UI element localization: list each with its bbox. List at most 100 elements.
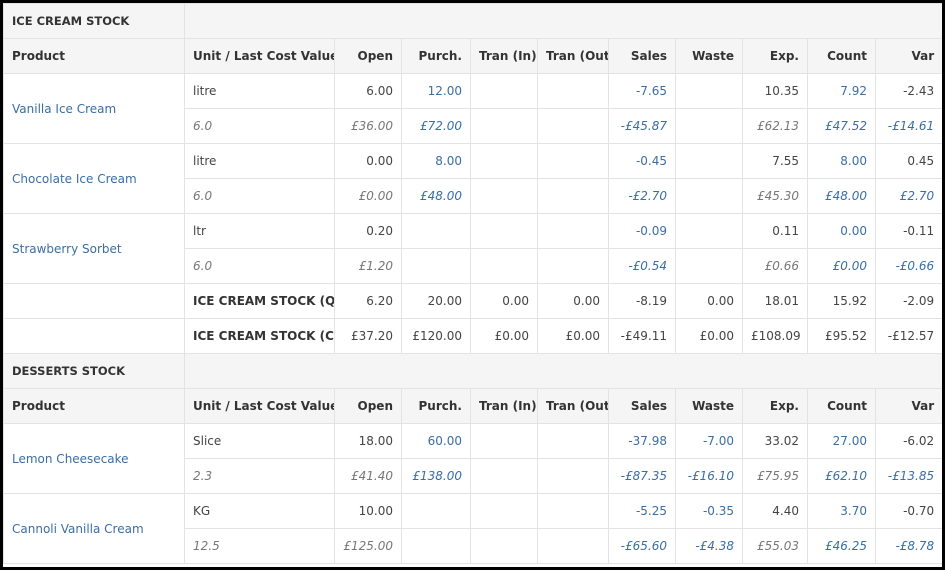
quantity-row: Vanilla Ice Cream litre 6.00 12.00 -7.65 10.3…	[3, 73, 942, 144]
quantity-row: Chocolate Ice Cream litre 0.00 8.00 -0.45 7.5…	[3, 143, 942, 214]
unit: litre	[184, 73, 335, 109]
quantity-value	[675, 143, 743, 179]
total-value: £120.00	[401, 318, 471, 354]
cost-value: -£65.60	[608, 528, 676, 564]
quantity-value	[675, 73, 743, 109]
column-header: Var	[874, 388, 942, 424]
section-row: DESSERTS STOCK	[3, 353, 942, 389]
table-body: ICE CREAM STOCK Product Unit / Last Cost V…	[3, 3, 942, 564]
quantity-value	[537, 213, 609, 249]
cost-value: £0.00	[334, 178, 402, 214]
cost-value	[470, 178, 538, 214]
quantity-value: -0.70	[874, 493, 942, 529]
column-header: Exp.	[742, 38, 808, 74]
total-value: 0.00	[470, 283, 538, 319]
column-header: Count	[807, 388, 876, 424]
column-header: Waste	[675, 388, 743, 424]
quantity-value: -6.02	[874, 423, 942, 459]
cost-value: -£87.35	[608, 458, 676, 494]
total-value: £0.00	[537, 318, 609, 354]
total-value: £0.00	[470, 318, 538, 354]
total-value: 6.20	[334, 283, 402, 319]
column-header: Unit / Last Cost Values	[184, 38, 335, 74]
column-header: Sales	[608, 38, 676, 74]
stock-table: ICE CREAM STOCK Product Unit / Last Cost V…	[3, 3, 942, 564]
cost-value: -£45.87	[608, 108, 676, 144]
column-header: Sales	[608, 388, 676, 424]
total-label: ICE CREAM STOCK (Qty)	[184, 283, 335, 319]
product-name: Vanilla Ice Cream	[3, 73, 185, 144]
cost-value: £2.70	[874, 178, 942, 214]
quantity-value	[470, 213, 538, 249]
cost-value: £1.20	[334, 248, 402, 284]
quantity-value	[470, 143, 538, 179]
total-row: ICE CREAM STOCK (Qty)6.2020.000.000.00-8…	[3, 283, 942, 319]
total-value: 0.00	[675, 283, 743, 319]
cost-value	[470, 528, 538, 564]
total-value: 20.00	[401, 283, 471, 319]
section-filler	[183, 353, 942, 389]
quantity-value: -37.98	[608, 423, 676, 459]
last-cost: 2.3	[184, 458, 335, 494]
quantity-value	[401, 493, 471, 529]
cost-value: -£4.38	[675, 528, 743, 564]
quantity-value: 33.02	[742, 423, 808, 459]
last-cost: 12.5	[184, 528, 335, 564]
cost-value: £75.95	[742, 458, 808, 494]
quantity-value: -0.35	[675, 493, 743, 529]
total-value: £0.00	[675, 318, 743, 354]
quantity-value: -0.09	[608, 213, 676, 249]
total-value: 0.00	[537, 283, 609, 319]
quantity-value: 0.00	[334, 143, 402, 179]
cost-row: 2.3 £41.40 £138.00 -£87.35 -£16.10 £75.95 £62.…	[4, 458, 942, 494]
quantity-value: 8.00	[807, 143, 876, 179]
last-cost: 6.0	[184, 248, 335, 284]
quantity-value: 4.40	[742, 493, 808, 529]
cost-value: -£0.54	[608, 248, 676, 284]
quantity-value: 60.00	[401, 423, 471, 459]
quantity-value: 6.00	[334, 73, 402, 109]
quantity-value: -0.45	[608, 143, 676, 179]
total-value: -2.09	[874, 283, 942, 319]
unit: Slice	[184, 423, 335, 459]
column-header: Unit / Last Cost Values	[184, 388, 335, 424]
cost-value	[537, 458, 609, 494]
product-name: Cannoli Vanilla Cream	[3, 493, 185, 564]
column-header: Product	[3, 38, 185, 74]
cost-value: £55.03	[742, 528, 808, 564]
cost-value: £46.25	[807, 528, 876, 564]
cost-value	[537, 108, 609, 144]
total-row: ICE CREAM STOCK (Cost)£37.20£120.00£0.00…	[3, 318, 942, 354]
cost-value: £47.52	[807, 108, 876, 144]
quantity-value: -2.43	[874, 73, 942, 109]
total-blank	[3, 318, 185, 354]
cost-value: -£13.85	[874, 458, 942, 494]
quantity-row: Strawberry Sorbet ltr 0.20 -0.09 0.11 0.00 -0.…	[3, 213, 942, 284]
cost-value: £45.30	[742, 178, 808, 214]
cost-row: 6.0 £0.00 £48.00 -£2.70 £45.30 £48.00 £2.70	[4, 178, 942, 214]
header-row: Product Unit / Last Cost Values Open Purch.…	[3, 388, 942, 424]
quantity-value: 10.35	[742, 73, 808, 109]
cost-value: £41.40	[334, 458, 402, 494]
cost-value	[537, 528, 609, 564]
total-label: ICE CREAM STOCK (Cost)	[184, 318, 335, 354]
product-name: Strawberry Sorbet	[3, 213, 185, 284]
quantity-value: 3.70	[807, 493, 876, 529]
unit: litre	[184, 143, 335, 179]
quantity-value	[470, 73, 538, 109]
column-header: Open	[334, 388, 402, 424]
cost-value	[537, 178, 609, 214]
cost-value: -£14.61	[874, 108, 942, 144]
unit: ltr	[184, 213, 335, 249]
cost-value: -£8.78	[874, 528, 942, 564]
column-header: Product	[3, 388, 185, 424]
cost-value	[675, 248, 743, 284]
last-cost: 6.0	[184, 108, 335, 144]
cost-row: 6.0 £36.00 £72.00 -£45.87 £62.13 £47.52 -£14.6…	[4, 108, 942, 144]
cost-value	[675, 178, 743, 214]
cost-value: £125.00	[334, 528, 402, 564]
quantity-value: 7.92	[807, 73, 876, 109]
column-header: Open	[334, 38, 402, 74]
quantity-value: 8.00	[401, 143, 471, 179]
cost-row: 12.5 £125.00 -£65.60 -£4.38 £55.03 £46.25 -£8.…	[4, 528, 942, 564]
